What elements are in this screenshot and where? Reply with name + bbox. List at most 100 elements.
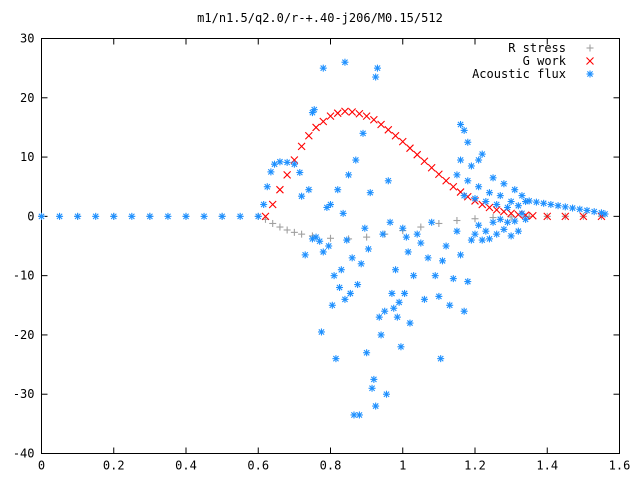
- data-point: [325, 242, 333, 250]
- data-point: [384, 177, 392, 185]
- data-point: [457, 156, 465, 164]
- x-tick-label: 0.2: [103, 459, 125, 473]
- legend-label: R stress: [508, 41, 566, 55]
- data-point: [496, 215, 504, 223]
- data-point: [268, 200, 277, 209]
- y-tick-label: -30: [13, 387, 35, 401]
- data-point: [359, 129, 367, 137]
- data-point: [471, 195, 479, 203]
- data-point: [276, 223, 284, 231]
- data-point: [460, 307, 468, 315]
- data-point: [395, 298, 403, 306]
- data-point: [361, 224, 369, 232]
- data-point: [363, 349, 371, 357]
- data-point: [261, 212, 270, 221]
- data-point: [341, 58, 349, 66]
- data-point: [276, 158, 284, 166]
- data-point: [475, 156, 483, 164]
- data-point: [343, 236, 351, 244]
- data-point: [471, 230, 479, 238]
- x-tick-label: 0: [38, 459, 45, 473]
- data-point: [437, 355, 445, 363]
- data-point: [586, 70, 594, 78]
- data-point: [420, 157, 429, 166]
- data-point: [305, 186, 313, 194]
- series-acoustic-flux: [38, 58, 609, 419]
- data-point: [507, 213, 515, 221]
- data-point: [164, 212, 172, 220]
- data-point: [504, 218, 512, 226]
- data-point: [413, 150, 422, 159]
- data-point: [601, 210, 609, 218]
- series-r-stress: [38, 212, 605, 243]
- data-point: [427, 163, 436, 172]
- data-point: [391, 131, 400, 140]
- data-point: [200, 212, 208, 220]
- data-point: [496, 192, 504, 200]
- data-point: [330, 272, 338, 280]
- data-point: [590, 208, 598, 216]
- data-point: [382, 390, 390, 398]
- data-point: [337, 266, 345, 274]
- data-point: [406, 319, 414, 327]
- chart-title: m1/n1.5/q2.0/r-+.40-j206/M0.15/512: [197, 11, 443, 25]
- data-point: [464, 177, 472, 185]
- data-point: [438, 257, 446, 265]
- data-point: [372, 73, 380, 81]
- data-point: [373, 64, 381, 72]
- data-point: [398, 137, 407, 146]
- x-tick-label: 0.6: [247, 459, 269, 473]
- data-point: [540, 199, 548, 207]
- data-point: [348, 108, 357, 116]
- data-point: [366, 189, 374, 197]
- data-point: [435, 219, 443, 227]
- data-point: [336, 284, 344, 291]
- data-point: [362, 112, 371, 121]
- data-point: [522, 215, 530, 223]
- series-layer: [38, 58, 609, 419]
- data-point: [110, 212, 118, 220]
- x-tick-label: 1.6: [609, 459, 631, 473]
- data-point: [298, 230, 306, 238]
- data-point: [417, 223, 425, 231]
- data-point: [346, 289, 354, 297]
- y-tick-label: 0: [27, 209, 34, 223]
- data-point: [457, 120, 465, 128]
- data-point: [312, 233, 320, 241]
- data-point: [457, 251, 465, 259]
- data-point: [271, 160, 279, 168]
- y-tick-label: -10: [13, 269, 35, 283]
- data-point: [434, 170, 443, 179]
- data-point: [561, 212, 570, 221]
- x-tick-label: 0.8: [320, 459, 342, 473]
- data-point: [464, 138, 472, 146]
- y-tick-label: -20: [13, 328, 35, 342]
- data-point: [333, 109, 342, 118]
- data-point: [392, 266, 400, 274]
- x-tick-label: 1.2: [464, 459, 486, 473]
- data-point: [543, 212, 552, 221]
- data-point: [504, 203, 512, 211]
- data-point: [435, 292, 443, 300]
- data-point: [377, 120, 385, 129]
- data-point: [478, 236, 486, 244]
- data-point: [404, 248, 412, 256]
- data-point: [260, 201, 268, 208]
- data-point: [370, 375, 378, 383]
- data-point: [339, 209, 347, 217]
- data-point: [341, 107, 349, 116]
- data-point: [345, 171, 353, 179]
- data-point: [317, 328, 325, 336]
- x-tick-label: 1.4: [536, 459, 558, 473]
- data-point: [381, 307, 389, 315]
- data-point: [528, 211, 537, 220]
- data-point: [413, 230, 421, 238]
- data-point: [514, 227, 522, 235]
- data-point: [514, 202, 522, 210]
- legend-label: Acoustic flux: [472, 67, 566, 81]
- data-point: [554, 202, 562, 210]
- data-point: [507, 232, 515, 240]
- data-point: [518, 209, 526, 217]
- data-point: [297, 142, 306, 151]
